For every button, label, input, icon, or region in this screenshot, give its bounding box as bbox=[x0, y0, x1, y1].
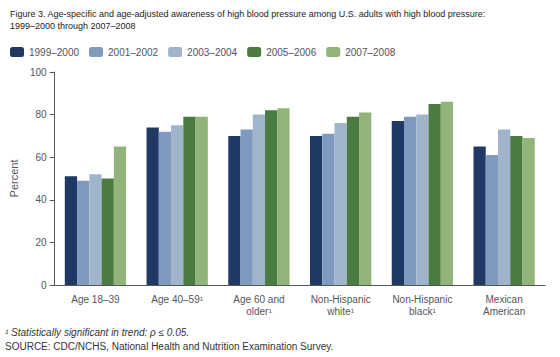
svg-text:white¹: white¹ bbox=[326, 306, 354, 317]
svg-text:Age 18–39: Age 18–39 bbox=[71, 294, 120, 305]
svg-text:100: 100 bbox=[30, 67, 47, 78]
svg-text:¹ Statistically significant in: ¹ Statistically significant in trend: ρ … bbox=[5, 327, 189, 338]
svg-text:American: American bbox=[483, 306, 525, 317]
svg-text:Mexican: Mexican bbox=[486, 294, 523, 305]
svg-text:black¹: black¹ bbox=[409, 306, 436, 317]
svg-text:older¹: older¹ bbox=[246, 306, 272, 317]
svg-text:Age 60 and: Age 60 and bbox=[233, 294, 284, 305]
svg-text:SOURCE: CDC/NCHS, National Hea: SOURCE: CDC/NCHS, National Health and Nu… bbox=[5, 341, 333, 352]
svg-text:2003–2004: 2003–2004 bbox=[187, 47, 237, 58]
svg-text:2005–2006: 2005–2006 bbox=[266, 47, 316, 58]
svg-text:0: 0 bbox=[41, 280, 47, 291]
svg-text:1999–2000 through 2007–2008: 1999–2000 through 2007–2008 bbox=[10, 21, 136, 31]
svg-text:Non-Hispanic: Non-Hispanic bbox=[392, 294, 452, 305]
svg-text:2007–2008: 2007–2008 bbox=[345, 47, 395, 58]
svg-text:Non-Hispanic: Non-Hispanic bbox=[311, 294, 371, 305]
svg-text:80: 80 bbox=[35, 109, 47, 120]
svg-text:60: 60 bbox=[35, 152, 47, 163]
svg-text:Figure 3. Age-specific and age: Figure 3. Age-specific and age-adjusted … bbox=[10, 9, 485, 19]
svg-text:Percent: Percent bbox=[8, 160, 20, 198]
svg-text:2001–2002: 2001–2002 bbox=[108, 47, 158, 58]
svg-text:40: 40 bbox=[35, 194, 47, 205]
svg-text:20: 20 bbox=[35, 237, 47, 248]
svg-text:1999–2000: 1999–2000 bbox=[29, 47, 79, 58]
svg-text:Age 40–59¹: Age 40–59¹ bbox=[151, 294, 203, 305]
